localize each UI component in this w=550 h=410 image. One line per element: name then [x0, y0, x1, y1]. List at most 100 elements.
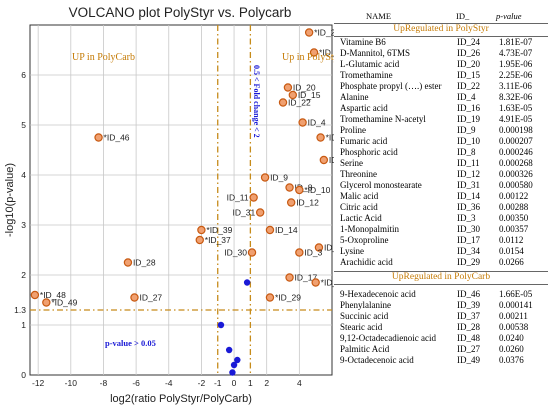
point-label: *ID_34: [321, 278, 334, 288]
table-header-pvalue: p-value: [496, 11, 522, 21]
row-id: ID_11: [457, 158, 480, 168]
row-id: ID_20: [457, 59, 480, 69]
row-name: Aspartic acid: [340, 103, 388, 113]
table-row: 9-Octadecenoic acid ID_49 0.0376: [334, 355, 548, 366]
point-label: ID_3: [304, 248, 322, 258]
row-pvalue: 4.73E-07: [499, 48, 533, 58]
significant-point: [319, 155, 329, 165]
row-pvalue: 0.00357: [499, 224, 529, 234]
significant-point: [265, 293, 275, 302]
table-row: Arachidic acid ID_29 0.0266: [334, 257, 548, 268]
y-tick-label: 2: [21, 270, 26, 280]
table-row: Palmitic Acid ID_27 0.0260: [334, 344, 548, 355]
x-tick-label: -4: [165, 378, 173, 388]
row-name: 9-Hexadecenoic acid: [340, 289, 416, 299]
point-label: ID_11: [227, 193, 249, 203]
row-pvalue: 3.11E-06: [499, 81, 532, 91]
table-row: Phosphoric acid ID_8 0.000246: [334, 147, 548, 158]
x-tick-label: 1: [248, 378, 253, 388]
significant-point: [295, 185, 304, 195]
row-pvalue: 0.00288: [499, 202, 529, 212]
point-label: ID_19: [329, 155, 334, 165]
row-pvalue: 0.000580: [499, 180, 533, 190]
row-name: 5-Oxoproline: [340, 235, 389, 245]
row-pvalue: 0.0112: [499, 235, 524, 245]
row-name: Serine: [340, 158, 363, 168]
row-name: Arachidic acid: [340, 257, 393, 267]
significant-point: [309, 48, 319, 57]
annotation-fold-change: 0.5 < Fold change < 2: [252, 65, 261, 138]
metabolite-table: NAME ID_ p-value UpRegulated in PolyStyr…: [334, 0, 548, 410]
significant-point: [316, 133, 325, 142]
point-label: ID_31: [232, 208, 255, 218]
row-pvalue: 0.000246: [499, 147, 533, 157]
table-row: Stearic acid ID_28 0.00538: [334, 322, 548, 333]
point-label: ID_15: [298, 90, 321, 100]
point-label: *ID_26: [319, 48, 334, 58]
row-pvalue: 0.000198: [499, 125, 533, 135]
table-row: 9-Hexadecenoic acid ID_46 1.66E-05: [334, 289, 548, 300]
table-row: Lysine ID_34 0.0154: [334, 246, 548, 257]
row-id: ID_26: [457, 48, 480, 58]
row-name: Tromethamine N-acetyl: [340, 114, 426, 124]
row-name: 9,12-Octadecadienoic acid: [340, 333, 436, 343]
table-row: Succinic acid ID_37 0.00211: [334, 311, 548, 322]
x-tick-label: -10: [65, 378, 78, 388]
significant-point: [295, 248, 304, 257]
point-label: ID_28: [133, 258, 156, 268]
row-id: ID_34: [457, 246, 480, 256]
nonsignificant-point: [229, 369, 236, 376]
point-label: ID_12: [296, 198, 319, 208]
table-row: 1-Monopalmitin ID_30 0.00357: [334, 224, 548, 235]
row-name: 1-Monopalmitin: [340, 224, 399, 234]
row-pvalue: 0.00122: [499, 191, 529, 201]
row-id: ID_4: [457, 92, 476, 102]
y-tick-label: 3: [21, 220, 26, 230]
volcano-plot: VOLCANO plot PolyStyr vs. Polycarb -12 -1…: [4, 5, 334, 405]
row-pvalue: 0.00211: [499, 311, 528, 321]
row-id: ID_19: [457, 114, 480, 124]
x-tick-label: 4: [297, 378, 302, 388]
row-id: ID_17: [457, 235, 480, 245]
table-row: Vitamine B6 ID_24 1.81E-07: [334, 37, 548, 48]
row-name: Citric acid: [340, 202, 378, 212]
table-row: Phosphate propyl (….) ester ID_22 3.11E-06: [334, 81, 548, 92]
table-row: Alanine ID_4 8.32E-06: [334, 92, 548, 103]
point-label: ID_22: [288, 98, 311, 108]
x-tick-label: -2: [198, 378, 206, 388]
row-pvalue: 1.95E-06: [499, 59, 533, 69]
row-pvalue: 0.000326: [499, 169, 533, 179]
nonsignificant-point: [217, 321, 225, 329]
chart-title: VOLCANO plot PolyStyr vs. Polycarb: [69, 5, 292, 20]
table-row: Serine ID_11 0.000268: [334, 158, 548, 169]
row-name: D-Mannitol, 6TMS: [340, 48, 411, 58]
point-label: *ID_10: [304, 185, 330, 195]
point-label: *ID_48: [40, 290, 66, 300]
annotation-pvalue: p-value > 0.05: [105, 338, 156, 348]
point-label: ID_36: [324, 243, 334, 253]
y-tick-label: 1: [21, 320, 26, 330]
row-id: ID_30: [457, 224, 480, 234]
nonsignificant-point: [225, 346, 233, 354]
row-pvalue: 1.63E-05: [499, 103, 533, 113]
row-id: ID_28: [457, 322, 480, 332]
nonsignificant-point: [234, 356, 241, 364]
grid: [30, 25, 332, 375]
row-name: Threonine: [340, 169, 377, 179]
significant-point: [311, 278, 320, 287]
plot-frame: [29, 24, 333, 376]
row-id: ID_8: [457, 147, 476, 157]
significant-point: [249, 193, 258, 202]
significant-point: [265, 225, 275, 235]
row-pvalue: 0.00350: [499, 213, 529, 223]
table-row: Lactic Acid ID_3 0.00350: [334, 213, 548, 224]
table-row: Malic acid ID_14 0.00122: [334, 191, 548, 202]
section-title-polystyr: UpRegulated in PolyStyr: [393, 24, 489, 34]
row-pvalue: 0.000268: [499, 158, 533, 168]
row-pvalue: 0.000141: [499, 300, 533, 310]
row-name: Proline: [340, 125, 366, 135]
significant-point: [285, 273, 294, 282]
row-name: Alanine: [340, 92, 369, 102]
row-id: ID_22: [457, 81, 480, 91]
table-row: Glycerol monostearate ID_31 0.000580: [334, 180, 548, 191]
